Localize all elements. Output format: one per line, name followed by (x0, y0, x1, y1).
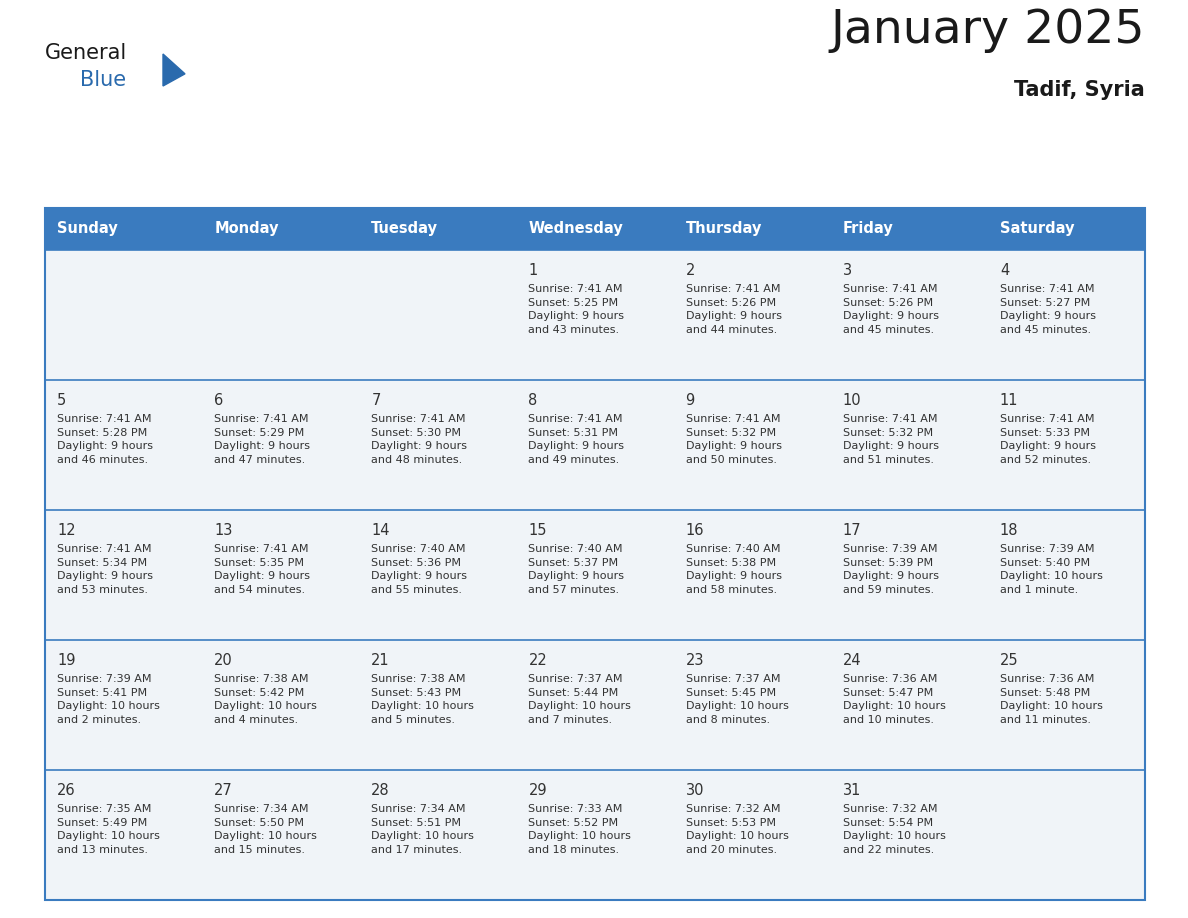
Text: 20: 20 (214, 653, 233, 668)
Text: Sunrise: 7:41 AM
Sunset: 5:34 PM
Daylight: 9 hours
and 53 minutes.: Sunrise: 7:41 AM Sunset: 5:34 PM Dayligh… (57, 544, 153, 595)
Text: 16: 16 (685, 523, 704, 538)
Text: 7: 7 (372, 393, 380, 408)
Text: Sunrise: 7:41 AM
Sunset: 5:26 PM
Daylight: 9 hours
and 45 minutes.: Sunrise: 7:41 AM Sunset: 5:26 PM Dayligh… (842, 284, 939, 335)
Text: Sunrise: 7:40 AM
Sunset: 5:38 PM
Daylight: 9 hours
and 58 minutes.: Sunrise: 7:40 AM Sunset: 5:38 PM Dayligh… (685, 544, 782, 595)
Text: Friday: Friday (842, 221, 893, 237)
Bar (45, 380, 1145, 510)
Text: Wednesday: Wednesday (529, 221, 624, 237)
Bar (45, 250, 1145, 380)
Text: Sunrise: 7:41 AM
Sunset: 5:26 PM
Daylight: 9 hours
and 44 minutes.: Sunrise: 7:41 AM Sunset: 5:26 PM Dayligh… (685, 284, 782, 335)
Text: General: General (45, 43, 127, 63)
Text: 21: 21 (372, 653, 390, 668)
Text: Sunrise: 7:39 AM
Sunset: 5:40 PM
Daylight: 10 hours
and 1 minute.: Sunrise: 7:39 AM Sunset: 5:40 PM Dayligh… (1000, 544, 1102, 595)
Text: 10: 10 (842, 393, 861, 408)
Text: 30: 30 (685, 783, 704, 798)
Text: 8: 8 (529, 393, 538, 408)
Text: 31: 31 (842, 783, 861, 798)
Text: 19: 19 (57, 653, 76, 668)
Text: Saturday: Saturday (1000, 221, 1074, 237)
Text: 17: 17 (842, 523, 861, 538)
Text: Sunrise: 7:34 AM
Sunset: 5:51 PM
Daylight: 10 hours
and 17 minutes.: Sunrise: 7:34 AM Sunset: 5:51 PM Dayligh… (372, 804, 474, 855)
Text: 22: 22 (529, 653, 548, 668)
Bar (45, 208, 1145, 900)
Text: 6: 6 (214, 393, 223, 408)
Text: 14: 14 (372, 523, 390, 538)
Bar (45, 640, 1145, 770)
Text: 3: 3 (842, 263, 852, 278)
Text: 23: 23 (685, 653, 704, 668)
Bar (45, 770, 1145, 900)
Text: Sunrise: 7:41 AM
Sunset: 5:27 PM
Daylight: 9 hours
and 45 minutes.: Sunrise: 7:41 AM Sunset: 5:27 PM Dayligh… (1000, 284, 1095, 335)
Text: Sunrise: 7:41 AM
Sunset: 5:25 PM
Daylight: 9 hours
and 43 minutes.: Sunrise: 7:41 AM Sunset: 5:25 PM Dayligh… (529, 284, 625, 335)
Text: Monday: Monday (214, 221, 279, 237)
Text: Sunrise: 7:41 AM
Sunset: 5:32 PM
Daylight: 9 hours
and 50 minutes.: Sunrise: 7:41 AM Sunset: 5:32 PM Dayligh… (685, 414, 782, 465)
Text: Sunrise: 7:36 AM
Sunset: 5:48 PM
Daylight: 10 hours
and 11 minutes.: Sunrise: 7:36 AM Sunset: 5:48 PM Dayligh… (1000, 674, 1102, 725)
Text: Sunrise: 7:41 AM
Sunset: 5:35 PM
Daylight: 9 hours
and 54 minutes.: Sunrise: 7:41 AM Sunset: 5:35 PM Dayligh… (214, 544, 310, 595)
Text: 12: 12 (57, 523, 76, 538)
Text: January 2025: January 2025 (830, 8, 1145, 53)
Text: Sunrise: 7:41 AM
Sunset: 5:29 PM
Daylight: 9 hours
and 47 minutes.: Sunrise: 7:41 AM Sunset: 5:29 PM Dayligh… (214, 414, 310, 465)
Text: Tadif, Syria: Tadif, Syria (1015, 80, 1145, 100)
Text: 11: 11 (1000, 393, 1018, 408)
Text: 25: 25 (1000, 653, 1018, 668)
Text: Sunrise: 7:37 AM
Sunset: 5:45 PM
Daylight: 10 hours
and 8 minutes.: Sunrise: 7:37 AM Sunset: 5:45 PM Dayligh… (685, 674, 789, 725)
Text: 9: 9 (685, 393, 695, 408)
Text: 18: 18 (1000, 523, 1018, 538)
Text: 28: 28 (372, 783, 390, 798)
Text: 13: 13 (214, 523, 233, 538)
Text: Sunrise: 7:41 AM
Sunset: 5:30 PM
Daylight: 9 hours
and 48 minutes.: Sunrise: 7:41 AM Sunset: 5:30 PM Dayligh… (372, 414, 467, 465)
Text: Sunrise: 7:40 AM
Sunset: 5:37 PM
Daylight: 9 hours
and 57 minutes.: Sunrise: 7:40 AM Sunset: 5:37 PM Dayligh… (529, 544, 625, 595)
Bar (45, 208, 1145, 250)
Text: 29: 29 (529, 783, 546, 798)
Text: Tuesday: Tuesday (372, 221, 438, 237)
Polygon shape (163, 54, 185, 86)
Text: Sunrise: 7:41 AM
Sunset: 5:32 PM
Daylight: 9 hours
and 51 minutes.: Sunrise: 7:41 AM Sunset: 5:32 PM Dayligh… (842, 414, 939, 465)
Text: Sunrise: 7:38 AM
Sunset: 5:42 PM
Daylight: 10 hours
and 4 minutes.: Sunrise: 7:38 AM Sunset: 5:42 PM Dayligh… (214, 674, 317, 725)
Text: Sunrise: 7:35 AM
Sunset: 5:49 PM
Daylight: 10 hours
and 13 minutes.: Sunrise: 7:35 AM Sunset: 5:49 PM Dayligh… (57, 804, 160, 855)
Text: Sunrise: 7:34 AM
Sunset: 5:50 PM
Daylight: 10 hours
and 15 minutes.: Sunrise: 7:34 AM Sunset: 5:50 PM Dayligh… (214, 804, 317, 855)
Text: 2: 2 (685, 263, 695, 278)
Text: Sunrise: 7:32 AM
Sunset: 5:53 PM
Daylight: 10 hours
and 20 minutes.: Sunrise: 7:32 AM Sunset: 5:53 PM Dayligh… (685, 804, 789, 855)
Text: 4: 4 (1000, 263, 1009, 278)
Text: 1: 1 (529, 263, 538, 278)
Text: Sunday: Sunday (57, 221, 118, 237)
Text: Sunrise: 7:36 AM
Sunset: 5:47 PM
Daylight: 10 hours
and 10 minutes.: Sunrise: 7:36 AM Sunset: 5:47 PM Dayligh… (842, 674, 946, 725)
Text: Sunrise: 7:39 AM
Sunset: 5:41 PM
Daylight: 10 hours
and 2 minutes.: Sunrise: 7:39 AM Sunset: 5:41 PM Dayligh… (57, 674, 160, 725)
Text: Sunrise: 7:37 AM
Sunset: 5:44 PM
Daylight: 10 hours
and 7 minutes.: Sunrise: 7:37 AM Sunset: 5:44 PM Dayligh… (529, 674, 631, 725)
Bar (45, 510, 1145, 640)
Text: Sunrise: 7:41 AM
Sunset: 5:33 PM
Daylight: 9 hours
and 52 minutes.: Sunrise: 7:41 AM Sunset: 5:33 PM Dayligh… (1000, 414, 1095, 465)
Text: Sunrise: 7:41 AM
Sunset: 5:28 PM
Daylight: 9 hours
and 46 minutes.: Sunrise: 7:41 AM Sunset: 5:28 PM Dayligh… (57, 414, 153, 465)
Text: Sunrise: 7:39 AM
Sunset: 5:39 PM
Daylight: 9 hours
and 59 minutes.: Sunrise: 7:39 AM Sunset: 5:39 PM Dayligh… (842, 544, 939, 595)
Text: Sunrise: 7:33 AM
Sunset: 5:52 PM
Daylight: 10 hours
and 18 minutes.: Sunrise: 7:33 AM Sunset: 5:52 PM Dayligh… (529, 804, 631, 855)
Text: 27: 27 (214, 783, 233, 798)
Text: Sunrise: 7:40 AM
Sunset: 5:36 PM
Daylight: 9 hours
and 55 minutes.: Sunrise: 7:40 AM Sunset: 5:36 PM Dayligh… (372, 544, 467, 595)
Text: Sunrise: 7:32 AM
Sunset: 5:54 PM
Daylight: 10 hours
and 22 minutes.: Sunrise: 7:32 AM Sunset: 5:54 PM Dayligh… (842, 804, 946, 855)
Text: 5: 5 (57, 393, 67, 408)
Text: 26: 26 (57, 783, 76, 798)
Text: Sunrise: 7:38 AM
Sunset: 5:43 PM
Daylight: 10 hours
and 5 minutes.: Sunrise: 7:38 AM Sunset: 5:43 PM Dayligh… (372, 674, 474, 725)
Text: Blue: Blue (80, 70, 126, 90)
Text: 24: 24 (842, 653, 861, 668)
Text: Sunrise: 7:41 AM
Sunset: 5:31 PM
Daylight: 9 hours
and 49 minutes.: Sunrise: 7:41 AM Sunset: 5:31 PM Dayligh… (529, 414, 625, 465)
Text: 15: 15 (529, 523, 546, 538)
Text: Thursday: Thursday (685, 221, 762, 237)
